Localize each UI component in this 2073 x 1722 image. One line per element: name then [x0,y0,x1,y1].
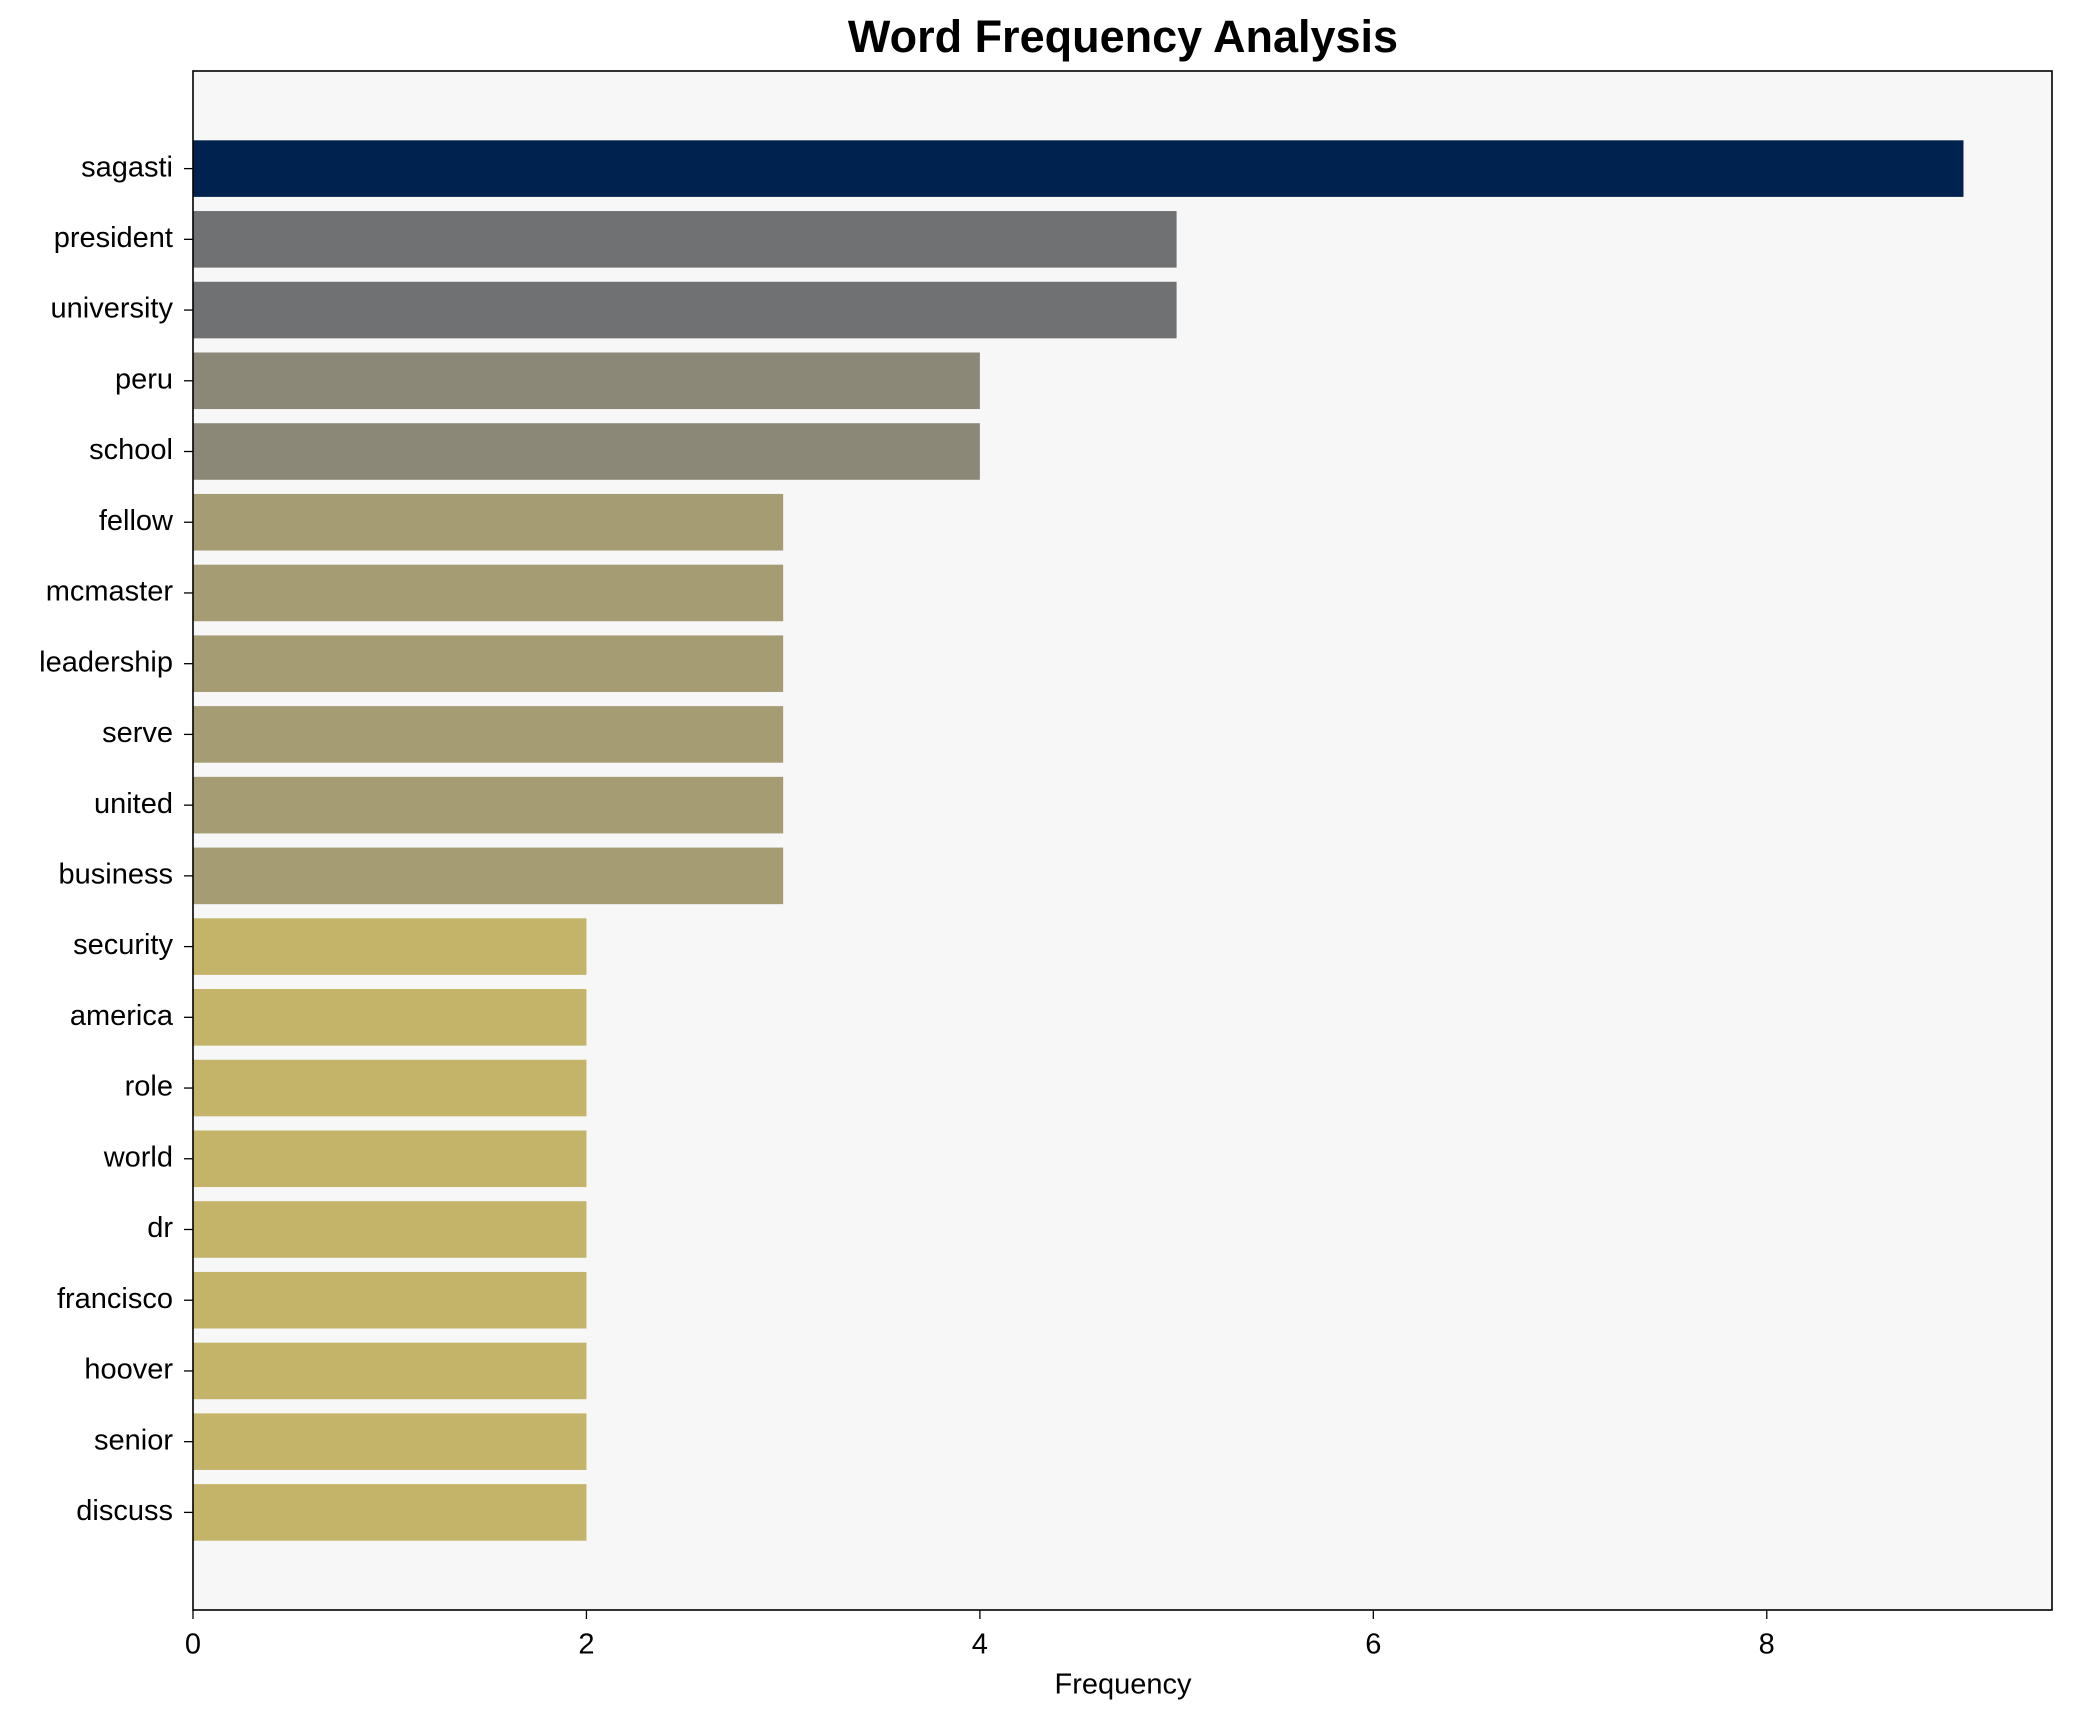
bar [193,1271,587,1329]
bar [193,1342,587,1400]
plot-frame [192,70,2053,1611]
y-tick-label: role [125,1071,173,1103]
bar [193,776,784,834]
y-tick-label: security [73,929,173,961]
x-tick-label: 2 [578,1629,594,1661]
bar [193,706,784,763]
bar [193,635,784,692]
x-axis-label: Frequency [1054,1669,1192,1701]
bar [193,1484,587,1541]
bar [193,140,1964,197]
y-tick-label: sagasti [81,151,173,183]
bar [193,918,587,975]
y-tick-label: united [94,788,173,820]
y-tick-label: university [51,293,174,325]
x-tick-label: 0 [185,1629,201,1661]
y-tick-label: president [54,222,173,254]
bar [193,281,1177,339]
bar [193,989,587,1046]
bar [193,211,1177,268]
bar [193,564,784,622]
y-tick-label: world [103,1141,173,1173]
x-tick-label: 6 [1365,1629,1381,1661]
bar [193,1059,587,1117]
chart-title: Word Frequency Analysis [848,11,1398,62]
y-tick-label: dr [147,1212,173,1244]
y-tick-label: business [59,859,173,891]
bar [193,1130,587,1188]
y-tick-label: peru [115,363,173,395]
y-tick-label: discuss [76,1495,173,1527]
bar [193,493,784,551]
bar [193,847,784,905]
y-tick-label: francisco [57,1283,173,1315]
y-tick-label: mcmaster [46,576,174,608]
x-tick-label: 8 [1759,1629,1775,1661]
bar [193,352,980,410]
y-tick-label: leadership [39,646,173,678]
y-tick-label: school [89,434,173,466]
y-tick-label: fellow [99,505,174,537]
y-tick-label: senior [94,1424,173,1456]
y-tick-label: hoover [84,1354,173,1386]
y-tick-label: serve [102,717,173,749]
bar [193,1413,587,1470]
bar [193,423,980,480]
x-tick-label: 4 [972,1629,988,1661]
bar [193,1201,587,1258]
y-tick-label: america [70,1000,174,1032]
